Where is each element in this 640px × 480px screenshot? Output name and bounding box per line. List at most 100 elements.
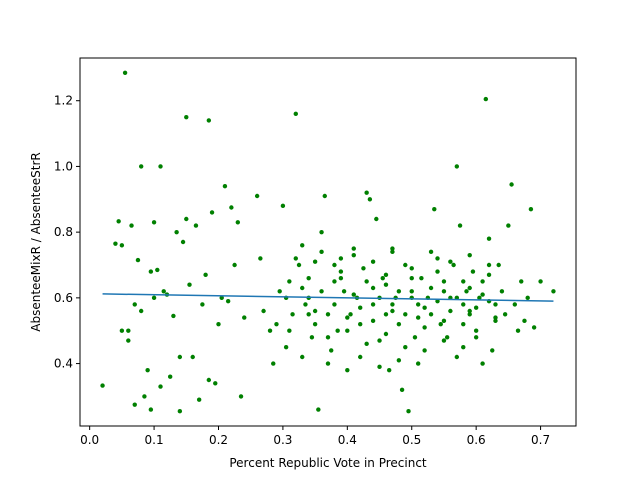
data-point	[332, 279, 337, 284]
data-point	[319, 249, 324, 255]
data-point	[399, 387, 405, 393]
data-point	[238, 394, 244, 399]
data-point	[493, 302, 498, 307]
data-point	[306, 312, 311, 317]
data-point	[364, 190, 369, 195]
data-point	[467, 252, 472, 258]
data-point	[119, 328, 125, 333]
data-point	[435, 256, 440, 261]
data-point	[461, 302, 466, 307]
data-point	[390, 249, 395, 255]
x-tick-label: 0.7	[531, 433, 550, 447]
y-tick-label: 0.8	[54, 225, 73, 239]
data-point	[480, 279, 485, 284]
data-point	[303, 302, 308, 307]
data-point	[493, 318, 498, 324]
data-point	[464, 289, 469, 294]
x-tick-label: 0.2	[209, 433, 228, 447]
data-point	[138, 164, 144, 169]
data-point	[454, 164, 460, 169]
data-point	[203, 272, 208, 278]
data-point	[171, 313, 176, 319]
data-point	[377, 338, 382, 343]
x-tick-label: 0.5	[402, 433, 421, 447]
data-point	[219, 295, 224, 301]
data-point	[386, 367, 392, 373]
data-point	[519, 279, 524, 284]
data-point	[493, 315, 498, 320]
data-point	[113, 241, 118, 246]
data-point	[367, 197, 373, 202]
y-tick-label: 0.4	[54, 357, 73, 371]
data-point	[451, 262, 456, 268]
y-tick-label: 1.2	[54, 94, 73, 108]
x-axis-label: Percent Republic Vote in Precinct	[229, 456, 427, 470]
data-point	[370, 259, 376, 264]
data-point	[235, 220, 241, 225]
scatter-points	[100, 70, 556, 414]
data-point	[499, 289, 505, 294]
data-point	[132, 302, 137, 307]
data-point	[390, 246, 395, 251]
data-point	[122, 70, 128, 75]
data-point	[448, 308, 453, 314]
data-point	[383, 312, 389, 317]
data-point	[370, 318, 376, 324]
data-point	[229, 205, 234, 210]
data-point	[390, 308, 395, 314]
data-point	[148, 407, 154, 412]
x-tick-label: 0.3	[273, 433, 292, 447]
data-point	[126, 328, 131, 333]
data-point	[358, 354, 363, 360]
data-point	[415, 361, 421, 366]
data-point	[196, 397, 202, 402]
data-point	[480, 292, 485, 297]
data-point	[441, 279, 447, 284]
data-point	[177, 409, 183, 414]
data-point	[490, 348, 495, 353]
data-point	[415, 315, 421, 320]
x-tick-label: 0.1	[145, 433, 164, 447]
data-point	[422, 305, 427, 310]
data-point	[209, 210, 215, 215]
data-point	[403, 262, 408, 268]
data-point	[364, 279, 369, 284]
y-axis-ticks: 0.4 0.6 0.8 1.0 1.2	[54, 94, 80, 371]
data-point	[528, 206, 534, 212]
data-point	[374, 216, 379, 222]
data-point	[454, 354, 460, 360]
data-point	[167, 374, 173, 379]
data-point	[358, 305, 363, 310]
data-point	[422, 325, 427, 330]
data-point	[242, 315, 247, 320]
data-point	[467, 285, 472, 291]
data-point	[161, 289, 166, 294]
data-point	[151, 220, 157, 225]
data-point	[296, 262, 302, 268]
data-point	[300, 354, 305, 360]
data-point	[457, 223, 463, 228]
data-point	[441, 289, 447, 294]
data-point	[406, 409, 411, 414]
data-point	[319, 289, 324, 294]
data-point	[225, 298, 231, 304]
data-point	[348, 312, 353, 317]
data-point	[309, 335, 315, 340]
data-point	[345, 328, 350, 333]
data-point	[502, 312, 508, 317]
data-point	[441, 338, 447, 343]
data-point	[444, 335, 450, 340]
data-point	[380, 275, 385, 281]
data-point	[396, 321, 402, 327]
trend-line-group	[102, 293, 554, 302]
data-point	[538, 279, 543, 284]
data-point	[473, 328, 479, 333]
data-point	[232, 262, 237, 268]
data-point	[473, 305, 479, 310]
data-point	[184, 216, 189, 222]
data-point	[187, 282, 192, 287]
data-point	[190, 354, 195, 360]
data-point	[486, 236, 492, 241]
data-point	[138, 308, 144, 314]
